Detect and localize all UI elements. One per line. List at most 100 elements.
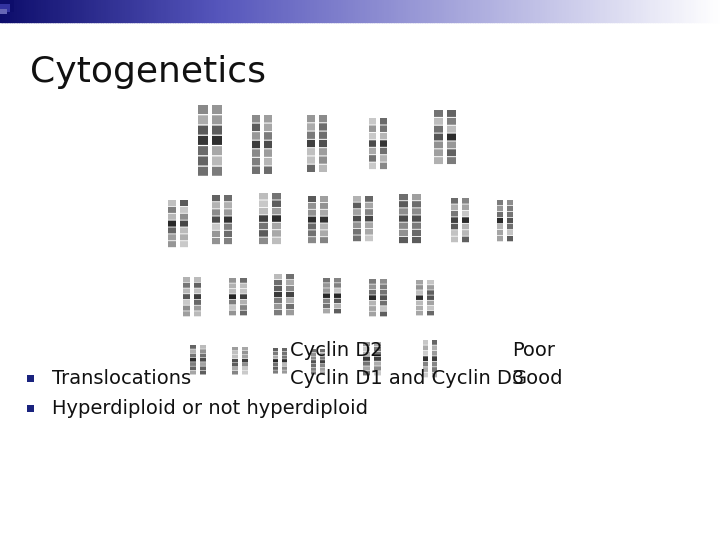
FancyBboxPatch shape: [320, 217, 328, 222]
FancyBboxPatch shape: [194, 300, 201, 305]
FancyBboxPatch shape: [242, 371, 248, 375]
FancyBboxPatch shape: [212, 238, 220, 244]
FancyBboxPatch shape: [264, 149, 272, 157]
FancyBboxPatch shape: [198, 115, 208, 124]
FancyBboxPatch shape: [323, 303, 330, 308]
FancyBboxPatch shape: [229, 284, 236, 288]
FancyBboxPatch shape: [319, 165, 327, 172]
FancyBboxPatch shape: [212, 105, 222, 114]
FancyBboxPatch shape: [447, 110, 456, 117]
FancyBboxPatch shape: [194, 283, 201, 288]
FancyBboxPatch shape: [229, 278, 236, 283]
FancyBboxPatch shape: [212, 217, 220, 222]
Text: Cytogenetics: Cytogenetics: [30, 55, 266, 89]
FancyBboxPatch shape: [412, 208, 421, 214]
FancyBboxPatch shape: [311, 349, 316, 352]
FancyBboxPatch shape: [432, 351, 437, 356]
FancyBboxPatch shape: [183, 294, 190, 299]
FancyBboxPatch shape: [180, 214, 188, 220]
FancyBboxPatch shape: [507, 206, 513, 211]
FancyBboxPatch shape: [252, 132, 260, 140]
FancyBboxPatch shape: [365, 235, 373, 241]
FancyBboxPatch shape: [432, 346, 437, 350]
FancyBboxPatch shape: [447, 141, 456, 149]
FancyBboxPatch shape: [274, 280, 282, 285]
FancyBboxPatch shape: [212, 224, 220, 230]
FancyBboxPatch shape: [190, 345, 196, 349]
FancyBboxPatch shape: [507, 224, 513, 230]
FancyBboxPatch shape: [380, 279, 387, 284]
FancyBboxPatch shape: [432, 356, 437, 361]
FancyBboxPatch shape: [274, 298, 282, 303]
FancyBboxPatch shape: [427, 301, 434, 305]
FancyBboxPatch shape: [168, 214, 176, 220]
FancyBboxPatch shape: [272, 193, 281, 200]
FancyBboxPatch shape: [194, 294, 201, 299]
FancyBboxPatch shape: [282, 363, 287, 366]
FancyBboxPatch shape: [272, 208, 281, 214]
FancyBboxPatch shape: [369, 148, 376, 154]
FancyBboxPatch shape: [451, 224, 458, 230]
FancyBboxPatch shape: [369, 155, 376, 161]
FancyBboxPatch shape: [264, 166, 272, 174]
FancyBboxPatch shape: [198, 157, 208, 165]
FancyBboxPatch shape: [212, 126, 222, 134]
FancyBboxPatch shape: [252, 141, 260, 148]
FancyBboxPatch shape: [416, 285, 423, 289]
FancyBboxPatch shape: [308, 196, 316, 202]
FancyBboxPatch shape: [320, 224, 328, 230]
FancyBboxPatch shape: [320, 210, 328, 216]
FancyBboxPatch shape: [369, 133, 376, 139]
FancyBboxPatch shape: [365, 196, 373, 202]
FancyBboxPatch shape: [319, 157, 327, 164]
FancyBboxPatch shape: [380, 140, 387, 147]
FancyBboxPatch shape: [399, 230, 408, 236]
FancyBboxPatch shape: [380, 155, 387, 161]
FancyBboxPatch shape: [259, 230, 268, 237]
FancyBboxPatch shape: [369, 295, 376, 300]
FancyBboxPatch shape: [229, 305, 236, 310]
FancyBboxPatch shape: [308, 210, 316, 216]
FancyBboxPatch shape: [416, 311, 423, 315]
FancyBboxPatch shape: [200, 367, 206, 370]
FancyBboxPatch shape: [264, 115, 272, 123]
FancyBboxPatch shape: [412, 215, 421, 222]
FancyBboxPatch shape: [380, 118, 387, 125]
FancyBboxPatch shape: [242, 355, 248, 359]
FancyBboxPatch shape: [259, 222, 268, 230]
FancyBboxPatch shape: [447, 149, 456, 156]
FancyBboxPatch shape: [423, 356, 428, 361]
FancyBboxPatch shape: [200, 349, 206, 353]
FancyBboxPatch shape: [286, 286, 294, 291]
FancyBboxPatch shape: [320, 360, 325, 363]
FancyBboxPatch shape: [240, 310, 247, 315]
FancyBboxPatch shape: [224, 217, 232, 222]
FancyBboxPatch shape: [374, 352, 381, 356]
FancyBboxPatch shape: [507, 212, 513, 217]
Text: Cyclin D1 and Cyclin D3: Cyclin D1 and Cyclin D3: [290, 368, 524, 388]
FancyBboxPatch shape: [369, 279, 376, 284]
FancyBboxPatch shape: [183, 311, 190, 316]
FancyBboxPatch shape: [183, 277, 190, 282]
FancyBboxPatch shape: [212, 195, 220, 201]
FancyBboxPatch shape: [423, 367, 428, 372]
FancyBboxPatch shape: [212, 136, 222, 145]
FancyBboxPatch shape: [447, 133, 456, 140]
FancyBboxPatch shape: [432, 340, 437, 345]
FancyBboxPatch shape: [369, 301, 376, 306]
FancyBboxPatch shape: [497, 218, 503, 223]
FancyBboxPatch shape: [240, 278, 247, 283]
Bar: [27, 404, 34, 411]
FancyBboxPatch shape: [274, 310, 282, 315]
Text: Hyperdiploid or not hyperdiploid: Hyperdiploid or not hyperdiploid: [52, 399, 368, 417]
FancyBboxPatch shape: [507, 200, 513, 205]
FancyBboxPatch shape: [447, 126, 456, 133]
FancyBboxPatch shape: [259, 238, 268, 244]
FancyBboxPatch shape: [224, 224, 232, 230]
FancyBboxPatch shape: [399, 194, 408, 200]
FancyBboxPatch shape: [273, 367, 278, 370]
FancyBboxPatch shape: [242, 363, 248, 367]
FancyBboxPatch shape: [229, 294, 236, 299]
FancyBboxPatch shape: [190, 362, 196, 366]
FancyBboxPatch shape: [451, 237, 458, 242]
